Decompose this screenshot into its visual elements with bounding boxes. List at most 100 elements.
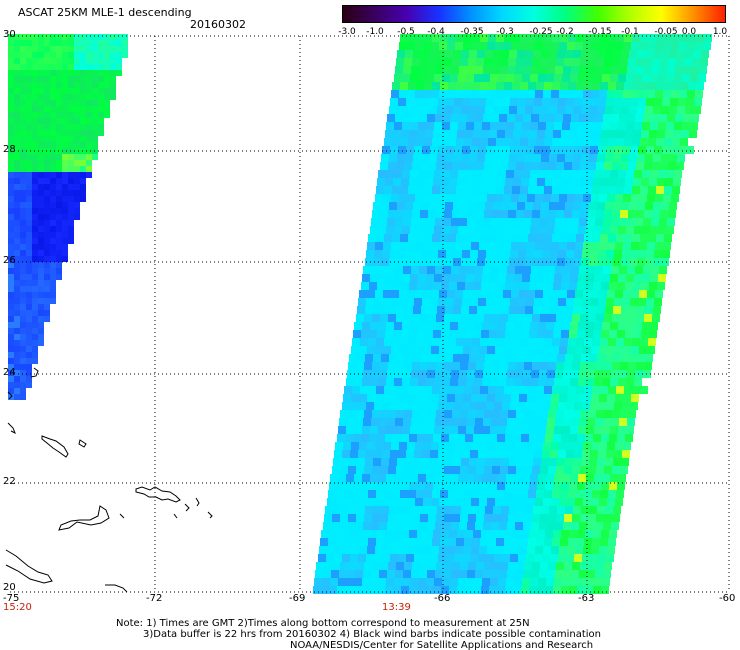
swath-pixel xyxy=(561,434,569,442)
swath-pixel xyxy=(44,46,50,52)
swath-pixel xyxy=(56,70,62,76)
swath-pixel xyxy=(408,82,416,90)
swath-pixel xyxy=(592,386,600,394)
swath-pixel xyxy=(403,218,411,226)
swath-pixel xyxy=(504,34,512,42)
swath-pixel xyxy=(26,274,32,280)
swath-pixel xyxy=(44,52,50,58)
swath-pixel xyxy=(535,194,543,202)
swath-pixel xyxy=(640,234,648,242)
swath-pixel xyxy=(32,52,38,58)
swath-pixel xyxy=(677,50,685,58)
swath-pixel xyxy=(540,410,548,418)
swath-pixel xyxy=(395,66,403,74)
swath-pixel xyxy=(420,314,428,322)
swath-pixel xyxy=(392,338,400,346)
swath-pixel xyxy=(20,322,26,328)
swath-pixel xyxy=(579,418,587,426)
swath-pixel xyxy=(463,442,471,450)
swath-pixel xyxy=(472,490,480,498)
swath-pixel xyxy=(434,74,442,82)
swath-pixel xyxy=(14,178,20,184)
swath-pixel xyxy=(400,234,408,242)
swath-pixel xyxy=(459,114,467,122)
swath-pixel xyxy=(20,334,26,340)
swath-pixel xyxy=(26,154,32,160)
swath-pixel xyxy=(32,358,38,364)
swath-pixel xyxy=(477,458,485,466)
swath-pixel xyxy=(427,418,435,426)
swath-pixel xyxy=(409,330,417,338)
swath-pixel xyxy=(572,210,580,218)
swath-pixel xyxy=(647,90,655,98)
swath-pixel xyxy=(68,184,74,190)
swath-pixel xyxy=(617,130,625,138)
swath-pixel xyxy=(62,52,68,58)
swath-pixel xyxy=(362,322,370,330)
swath-pixel xyxy=(555,418,563,426)
swath-pixel xyxy=(469,458,477,466)
swath-pixel xyxy=(617,434,625,442)
swath-pixel xyxy=(613,354,621,362)
swath-pixel xyxy=(62,226,68,232)
swath-pixel xyxy=(56,58,62,64)
swath-pixel xyxy=(682,122,690,130)
swath-pixel xyxy=(543,442,551,450)
swath-pixel xyxy=(74,196,80,202)
swath-pixel xyxy=(464,338,472,346)
swath-pixel xyxy=(558,98,566,106)
swath-pixel xyxy=(636,314,644,322)
swath-pixel xyxy=(443,418,451,426)
swath-pixel xyxy=(607,546,615,554)
swath-pixel xyxy=(14,334,20,340)
swath-pixel xyxy=(598,450,606,458)
swath-pixel xyxy=(425,282,433,290)
swath-pixel xyxy=(386,426,394,434)
swath-pixel xyxy=(407,546,415,554)
swath-pixel xyxy=(494,250,502,258)
swath-pixel xyxy=(527,194,535,202)
swath-pixel xyxy=(375,546,383,554)
swath-pixel xyxy=(671,42,679,50)
swath-pixel xyxy=(400,82,408,90)
swath-pixel xyxy=(550,98,558,106)
swath-pixel xyxy=(86,112,92,118)
swath-pixel xyxy=(8,250,14,256)
swath-pixel xyxy=(561,482,569,490)
swath-pixel xyxy=(448,186,456,194)
swath-pixel xyxy=(552,386,560,394)
swath-pixel xyxy=(353,530,361,538)
swath-pixel xyxy=(452,362,460,370)
swath-pixel xyxy=(441,282,449,290)
swath-pixel xyxy=(404,162,412,170)
swath-pixel xyxy=(407,442,415,450)
swath-pixel xyxy=(642,226,650,234)
swath-pixel xyxy=(474,322,482,330)
swath-pixel xyxy=(20,250,26,256)
swath-pixel xyxy=(62,250,68,256)
swath-pixel xyxy=(543,394,551,402)
swath-pixel xyxy=(382,450,390,458)
swath-pixel xyxy=(623,42,631,50)
swath-pixel xyxy=(488,338,496,346)
swath-pixel xyxy=(361,482,369,490)
swath-pixel xyxy=(521,130,529,138)
swath-pixel xyxy=(86,136,92,142)
swath-pixel xyxy=(486,554,494,562)
swath-pixel xyxy=(554,426,562,434)
swath-pixel xyxy=(517,306,525,314)
swath-pixel xyxy=(570,226,578,234)
swath-pixel xyxy=(14,304,20,310)
swath-pixel xyxy=(522,378,530,386)
swath-pixel xyxy=(487,90,495,98)
swath-pixel xyxy=(578,274,586,282)
swath-pixel xyxy=(352,386,360,394)
swath-pixel xyxy=(38,340,44,346)
swath-pixel xyxy=(656,82,664,90)
swath-pixel xyxy=(597,154,605,162)
swath-pixel xyxy=(26,106,32,112)
swath-pixel xyxy=(459,570,467,578)
swath-pixel xyxy=(542,450,550,458)
swath-pixel xyxy=(86,76,92,82)
swath-pixel xyxy=(425,434,433,442)
